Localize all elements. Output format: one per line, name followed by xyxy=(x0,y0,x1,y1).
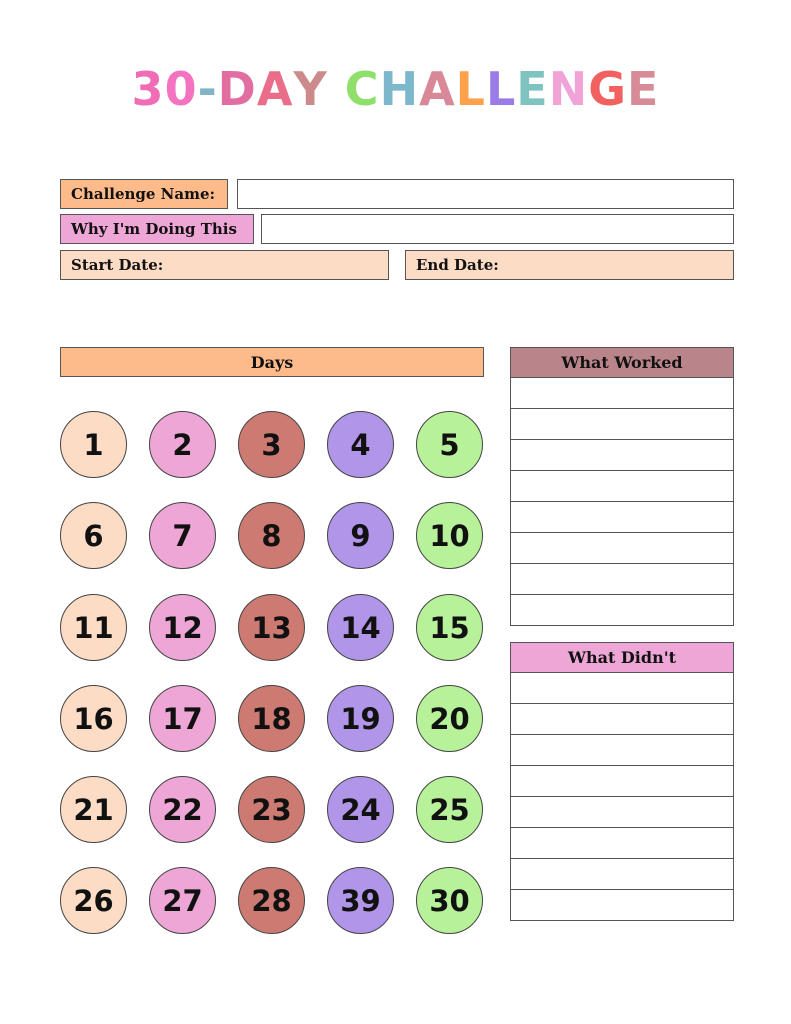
what-didnt-header: What Didn't xyxy=(510,642,734,673)
title-letter: 3 xyxy=(131,62,165,116)
day-circle[interactable]: 1 xyxy=(60,411,127,478)
day-circle[interactable]: 11 xyxy=(60,594,127,661)
day-circle[interactable]: 7 xyxy=(149,502,216,569)
note-line[interactable] xyxy=(511,827,733,858)
day-circle[interactable]: 21 xyxy=(60,776,127,843)
day-circle[interactable]: 13 xyxy=(238,594,305,661)
note-line[interactable] xyxy=(511,796,733,827)
day-circle[interactable]: 6 xyxy=(60,502,127,569)
note-line[interactable] xyxy=(511,501,733,532)
what-didnt-lines xyxy=(510,672,734,921)
day-circle[interactable]: 14 xyxy=(327,594,394,661)
title-letter: H xyxy=(379,62,420,116)
day-circle[interactable]: 16 xyxy=(60,685,127,752)
note-line[interactable] xyxy=(511,439,733,470)
challenge-name-field[interactable] xyxy=(237,179,734,209)
note-line[interactable] xyxy=(511,703,733,734)
why-field[interactable] xyxy=(261,214,734,244)
day-circle[interactable]: 26 xyxy=(60,867,127,934)
note-line[interactable] xyxy=(511,889,733,920)
day-circle[interactable]: 28 xyxy=(238,867,305,934)
title-letter: E xyxy=(627,62,660,116)
day-circle[interactable]: 4 xyxy=(327,411,394,478)
what-worked-lines xyxy=(510,377,734,626)
what-worked-header: What Worked xyxy=(510,347,734,378)
title-letter: E xyxy=(516,62,549,116)
title-letter: C xyxy=(344,62,380,116)
day-circle[interactable]: 39 xyxy=(327,867,394,934)
title-letter xyxy=(328,62,345,116)
day-circle[interactable]: 2 xyxy=(149,411,216,478)
note-line[interactable] xyxy=(511,470,733,501)
title-letter: A xyxy=(419,62,456,116)
day-circle[interactable]: 19 xyxy=(327,685,394,752)
title-letter: L xyxy=(485,62,517,116)
day-circle[interactable]: 18 xyxy=(238,685,305,752)
day-circle[interactable]: 3 xyxy=(238,411,305,478)
day-circle[interactable]: 25 xyxy=(416,776,483,843)
note-line[interactable] xyxy=(511,377,733,408)
title-letter: G xyxy=(588,62,627,116)
day-circle[interactable]: 20 xyxy=(416,685,483,752)
note-line[interactable] xyxy=(511,672,733,703)
title-letter: 0 xyxy=(164,62,198,116)
why-label: Why I'm Doing This xyxy=(60,214,254,244)
note-line[interactable] xyxy=(511,563,733,594)
day-circle[interactable]: 27 xyxy=(149,867,216,934)
day-circle[interactable]: 5 xyxy=(416,411,483,478)
title-letter: A xyxy=(256,62,294,116)
note-line[interactable] xyxy=(511,532,733,563)
day-circle[interactable]: 23 xyxy=(238,776,305,843)
note-line[interactable] xyxy=(511,765,733,796)
title-letter: N xyxy=(548,62,589,116)
day-circle[interactable]: 22 xyxy=(149,776,216,843)
day-circle[interactable]: 30 xyxy=(416,867,483,934)
note-line[interactable] xyxy=(511,734,733,765)
end-date-field[interactable]: End Date: xyxy=(405,250,734,280)
note-line[interactable] xyxy=(511,408,733,439)
day-circle[interactable]: 9 xyxy=(327,502,394,569)
title-letter: D xyxy=(217,62,257,116)
day-circle[interactable]: 8 xyxy=(238,502,305,569)
days-header: Days xyxy=(60,347,484,377)
note-line[interactable] xyxy=(511,858,733,889)
title-letter: - xyxy=(197,62,218,116)
day-circle[interactable]: 17 xyxy=(149,685,216,752)
title-letter: L xyxy=(455,62,486,116)
day-circle[interactable]: 24 xyxy=(327,776,394,843)
start-date-field[interactable]: Start Date: xyxy=(60,250,389,280)
challenge-name-label: Challenge Name: xyxy=(60,179,228,209)
day-circle[interactable]: 10 xyxy=(416,502,483,569)
day-circle[interactable]: 12 xyxy=(149,594,216,661)
page-title: 30-DAY CHALLENGE xyxy=(0,62,791,116)
title-letter: Y xyxy=(293,62,328,116)
note-line[interactable] xyxy=(511,594,733,625)
day-circle[interactable]: 15 xyxy=(416,594,483,661)
